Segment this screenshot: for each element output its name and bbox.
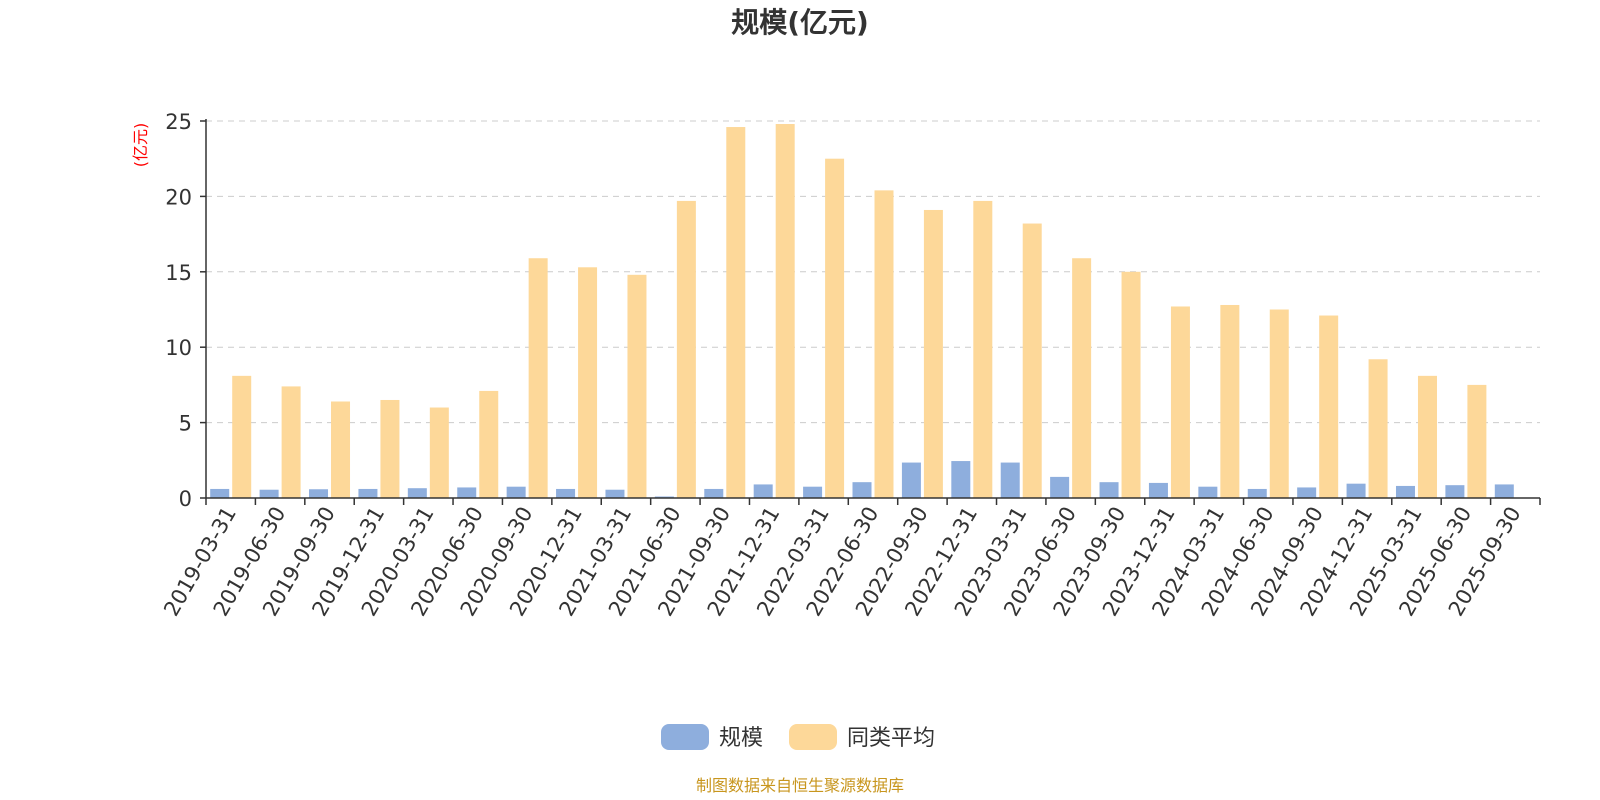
bar-category-average-2019-06-30[interactable] bbox=[281, 386, 301, 498]
chart-title: 规模(亿元) bbox=[731, 6, 869, 39]
bar-category-average-2021-09-30[interactable] bbox=[726, 127, 746, 498]
bar-category-average-2019-09-30[interactable] bbox=[331, 401, 351, 498]
bar-scale-2022-06-30[interactable] bbox=[852, 482, 872, 498]
y-tick-label: 10 bbox=[165, 336, 192, 360]
bar-scale-2023-12-31[interactable] bbox=[1148, 482, 1168, 498]
grid-lines bbox=[206, 120, 1540, 424]
bar-scale-2021-03-31[interactable] bbox=[605, 489, 625, 498]
bar-category-average-2020-12-31[interactable] bbox=[578, 267, 598, 498]
bar-scale-2022-12-31[interactable] bbox=[951, 461, 971, 498]
bar-scale-2022-09-30[interactable] bbox=[901, 462, 921, 498]
bar-scale-2024-03-31[interactable] bbox=[1198, 486, 1218, 498]
bar-scale-2025-03-31[interactable] bbox=[1395, 485, 1415, 498]
bar-scale-2025-09-30[interactable] bbox=[1494, 484, 1514, 498]
y-axis-ticks: 0 5 10 15 20 25 bbox=[165, 110, 206, 511]
bar-scale-2019-06-30[interactable] bbox=[259, 489, 279, 498]
bar-category-average-2024-03-31[interactable] bbox=[1220, 304, 1240, 498]
bar-category-average-2023-06-30[interactable] bbox=[1072, 258, 1092, 498]
legend: 规模 同类平均 bbox=[661, 724, 935, 751]
bar-scale-2020-06-30[interactable] bbox=[457, 487, 477, 498]
bar-scale-2022-03-31[interactable] bbox=[803, 486, 823, 498]
bar-category-average-2021-03-31[interactable] bbox=[627, 274, 647, 498]
bar-category-average-2022-09-30[interactable] bbox=[923, 209, 943, 498]
bar-scale-2024-12-31[interactable] bbox=[1346, 483, 1366, 498]
bar-category-average-2025-06-30[interactable] bbox=[1467, 384, 1487, 498]
bar-scale-2019-12-31[interactable] bbox=[358, 488, 378, 498]
y-tick-label: 15 bbox=[165, 261, 192, 285]
x-axis-ticks: 2019-03-312019-06-302019-09-302019-12-31… bbox=[159, 498, 1541, 620]
bar-category-average-2021-06-30[interactable] bbox=[676, 200, 696, 499]
legend-swatch-category-average[interactable] bbox=[789, 724, 837, 750]
bar-category-average-2023-09-30[interactable] bbox=[1121, 271, 1141, 498]
bars bbox=[210, 124, 1514, 499]
bar-scale-2020-12-31[interactable] bbox=[556, 488, 576, 498]
bar-category-average-2023-12-31[interactable] bbox=[1170, 306, 1190, 498]
bar-category-average-2021-12-31[interactable] bbox=[775, 124, 795, 499]
bar-category-average-2020-03-31[interactable] bbox=[429, 407, 449, 498]
y-tick-label: 25 bbox=[165, 110, 192, 134]
x-axis bbox=[205, 119, 1540, 499]
bar-scale-2024-06-30[interactable] bbox=[1247, 488, 1267, 498]
bar-scale-2021-09-30[interactable] bbox=[704, 488, 724, 498]
bar-category-average-2022-06-30[interactable] bbox=[874, 190, 894, 498]
legend-swatch-scale[interactable] bbox=[661, 724, 709, 750]
bar-scale-2020-03-31[interactable] bbox=[407, 488, 427, 498]
y-tick-label: 0 bbox=[179, 487, 192, 511]
legend-label-scale[interactable]: 规模 bbox=[719, 726, 763, 751]
bar-scale-2025-06-30[interactable] bbox=[1445, 485, 1465, 498]
y-axis-unit-label: (亿元) bbox=[131, 123, 150, 168]
legend-label-category-average[interactable]: 同类平均 bbox=[847, 726, 935, 751]
bar-category-average-2019-03-31[interactable] bbox=[232, 375, 252, 498]
bar-category-average-2020-09-30[interactable] bbox=[528, 258, 548, 498]
bar-scale-2023-09-30[interactable] bbox=[1099, 482, 1119, 498]
data-source-note: 制图数据来自恒生聚源数据库 bbox=[696, 776, 904, 795]
bar-scale-2023-06-30[interactable] bbox=[1050, 476, 1070, 498]
bar-category-average-2023-03-31[interactable] bbox=[1022, 223, 1042, 499]
bar-category-average-2025-03-31[interactable] bbox=[1417, 375, 1437, 498]
bar-scale-2023-03-31[interactable] bbox=[1000, 462, 1020, 498]
bar-scale-2021-06-30[interactable] bbox=[654, 496, 674, 498]
bar-category-average-2022-12-31[interactable] bbox=[973, 200, 993, 499]
bar-category-average-2019-12-31[interactable] bbox=[380, 399, 400, 498]
y-tick-label: 20 bbox=[165, 185, 192, 209]
bar-scale-2020-09-30[interactable] bbox=[506, 486, 526, 498]
bar-scale-2019-03-31[interactable] bbox=[210, 488, 230, 498]
bar-category-average-2020-06-30[interactable] bbox=[479, 390, 499, 498]
bar-scale-2019-09-30[interactable] bbox=[309, 489, 329, 498]
bar-category-average-2024-09-30[interactable] bbox=[1319, 315, 1339, 498]
y-tick-label: 5 bbox=[179, 412, 192, 436]
bar-category-average-2024-06-30[interactable] bbox=[1269, 309, 1289, 499]
bar-category-average-2022-03-31[interactable] bbox=[825, 158, 845, 498]
bar-category-average-2024-12-31[interactable] bbox=[1368, 359, 1388, 498]
bar-scale-2024-09-30[interactable] bbox=[1297, 487, 1317, 498]
bar-scale-2021-12-31[interactable] bbox=[753, 484, 773, 498]
